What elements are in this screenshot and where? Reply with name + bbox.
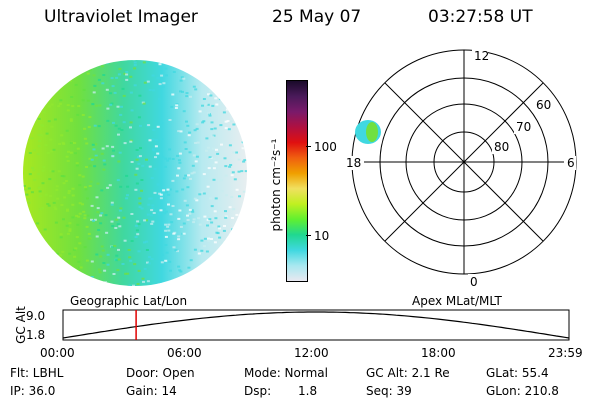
status-glon: GLon: 210.8 [486, 384, 559, 398]
mlt-label-6: 6 [567, 156, 575, 170]
colorbar-tick-10-mark [306, 235, 311, 236]
x-tick-1800: 18:00 [421, 346, 456, 360]
x-tick-1200: 12:00 [294, 346, 329, 360]
date-label: 25 May 07 [272, 7, 362, 27]
status-flt: Flt: LBHL [10, 366, 64, 380]
lat-label-80: 80 [494, 140, 509, 154]
status-dsp: Dsp: [244, 384, 272, 398]
colorbar [286, 80, 308, 282]
geographic-label: Geographic Lat/Lon [70, 294, 188, 308]
x-tick-0000: 00:00 [40, 346, 75, 360]
x-tick-0600: 06:00 [167, 346, 202, 360]
time-label: 03:27:58 UT [428, 7, 533, 27]
lat-label-60: 60 [536, 98, 551, 112]
mlt-label-12: 12 [474, 49, 489, 63]
lat-label-70: 70 [516, 120, 531, 134]
polar-plot: 12 18 6 0 60 70 80 [344, 49, 577, 289]
mlt-label-0: 0 [470, 275, 478, 289]
mlt-label-18: 18 [346, 156, 361, 170]
status-dsp-value: 1.8 [298, 384, 318, 398]
status-mode: Mode: Normal [244, 366, 328, 380]
colorbar-tick-100-mark [306, 146, 311, 147]
status-door: Door: Open [126, 366, 195, 380]
altitude-curve [62, 311, 570, 339]
colorbar-unit-label: photon cm⁻²s⁻¹ [269, 138, 283, 232]
auroral-blob [355, 120, 381, 144]
earth-disk-image [23, 60, 247, 286]
x-tick-2359: 23:59 [548, 346, 583, 360]
status-glat: GLat: 55.4 [486, 366, 549, 380]
colorbar-tick-100: 100 [314, 140, 337, 154]
altitude-timeline [62, 309, 570, 341]
apex-label: Apex MLat/MLT [412, 294, 502, 308]
status-gc-alt: GC Alt: 2.1 Re [366, 366, 450, 380]
colorbar-tick-10: 10 [314, 229, 330, 243]
status-seq: Seq: 39 [366, 384, 412, 398]
y-tick-low: 1.8 [26, 328, 46, 342]
app-title: Ultraviolet Imager [44, 7, 198, 27]
status-ip: IP: 36.0 [10, 384, 56, 398]
y-tick-high: 9.0 [26, 309, 46, 323]
status-gain: Gain: 14 [126, 384, 177, 398]
